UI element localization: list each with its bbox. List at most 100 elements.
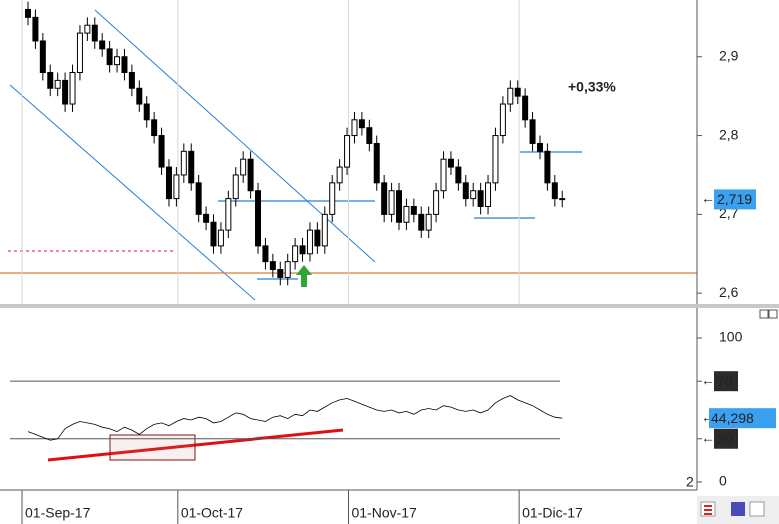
candle-body [39,40,46,74]
candle-body [173,174,180,200]
y-tick-label: 30 [717,430,733,446]
channel-line [94,9,376,263]
y-tick-label: 2,6 [719,284,739,300]
candle-body [388,190,395,215]
candle-body [277,269,284,278]
candle-body [62,79,69,105]
rsi-line [27,395,563,441]
candle-body [366,127,373,144]
candle-body [351,119,358,137]
candle-body [485,182,492,207]
candle-body [121,56,128,74]
candle-body [54,79,61,89]
candle-body [240,158,247,176]
y-tick-label: 0 [719,473,727,489]
candle-body [195,182,202,215]
last-price-label: 2,719 [717,191,752,207]
panel-separator [0,304,779,308]
x-tick-label: 01-Nov-17 [351,505,417,521]
candle-body [536,142,543,152]
candle-body [203,213,210,223]
minimize-button[interactable] [759,309,769,319]
candle-body [373,142,380,184]
candle-body [306,229,313,255]
candle-body [269,261,276,271]
annotation: +0,33% [568,79,616,95]
candle-body [232,174,239,200]
candle-body [470,190,477,200]
candle-body [529,119,536,144]
candle-body [447,158,454,168]
candle-body [247,158,254,192]
candle-body [425,213,432,231]
level-box [714,371,738,392]
level-box [714,428,738,449]
candle-body [99,40,106,50]
candle-body [440,158,447,192]
candle-body [158,135,165,168]
x-tick-label: 01-Oct-17 [181,505,243,521]
last-value-box [709,408,776,429]
candle-body [210,221,217,247]
candle-body [551,182,558,200]
candle-body [514,87,521,97]
candle-body [499,103,506,137]
candle-body [477,190,484,207]
panel-label: 2 [686,474,694,490]
candle-body [180,150,187,176]
candle-body [381,182,388,215]
candle-body [225,198,232,231]
candle-body [262,245,269,263]
candle-body [128,72,135,89]
candle-body [314,229,321,247]
candle-body [329,182,336,215]
candle-body [344,135,351,168]
candle-body [336,166,343,184]
candle-body [522,95,529,121]
candle-body [410,205,417,215]
candle-body [358,119,365,129]
candle-body [143,103,150,121]
candle-body [418,213,425,231]
candle-body [151,119,158,137]
x-tick-label: 01-Sep-17 [25,505,91,521]
arrow: ← [701,190,715,206]
candle-body [292,245,299,263]
candle-body [25,8,31,18]
channel-line [9,84,256,301]
maximize-button[interactable] [768,309,778,319]
candle-body [299,245,306,255]
candle-body [69,72,76,105]
y-tick-label: 100 [719,329,743,345]
candle-body [47,72,54,89]
candle-body [455,166,462,184]
arrow: ← [701,429,715,445]
icon [704,505,712,515]
last-price-box [714,189,756,210]
x-tick-label: 01-Dic-17 [522,505,583,521]
candle-body [462,182,469,200]
candle-body [32,16,39,42]
candle-body [136,87,143,105]
candle-body [114,56,121,66]
candle-body [396,190,402,223]
candle-body [559,198,566,201]
candle-body [91,24,98,42]
buy-arrow [296,265,312,287]
y-tick-label: 70 [717,373,733,389]
candle-body [255,190,262,247]
candle-body [284,261,291,278]
candle-body [544,150,551,184]
candle-body [492,135,499,184]
y-tick-label: 2,8 [719,126,739,142]
candle-body [433,190,440,215]
candle-body [507,87,514,105]
candle-body [321,213,328,247]
y-tick-label: 2,9 [719,47,739,63]
save-button[interactable] [731,502,745,516]
last-value-label: 44,298 [711,410,754,426]
candle-body [188,150,195,184]
arrow: ← [701,372,715,388]
pin-button[interactable] [749,501,765,517]
